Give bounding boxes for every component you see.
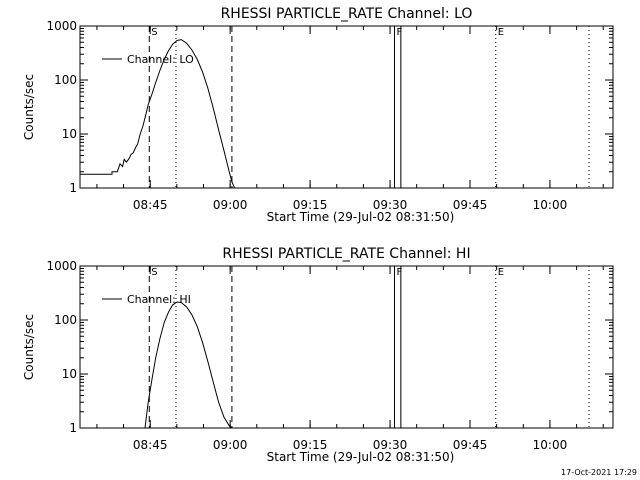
y-tick-label: 1000 — [46, 19, 77, 33]
series-line — [144, 301, 233, 429]
event-marker-label: E — [498, 267, 504, 278]
footer-timestamp: 17-Oct-2021 17:29 — [561, 468, 637, 477]
plot-frame — [79, 25, 614, 189]
chart-title: RHESSI PARTICLE_RATE Channel: HI — [222, 246, 470, 262]
series-line — [80, 39, 236, 189]
event-marker-label: F — [396, 27, 402, 38]
y-tick-label: 100 — [54, 73, 77, 87]
y-tick-label: 1000 — [46, 259, 77, 273]
x-tick-label: 09:00 — [213, 198, 248, 212]
x-tick-label: 09:45 — [453, 438, 488, 452]
y-tick-label: 100 — [54, 313, 77, 327]
x-tick-label: 08:45 — [133, 438, 168, 452]
legend-label: Channel: LO — [127, 53, 194, 66]
x-tick-label: 09:30 — [373, 198, 408, 212]
x-tick-label: 09:00 — [213, 438, 248, 452]
x-tick-label: 09:45 — [453, 198, 488, 212]
x-tick-label: 08:45 — [133, 198, 168, 212]
x-tick-label: 09:15 — [293, 198, 328, 212]
y-tick-label: 10 — [62, 367, 77, 381]
x-axis-label: Start Time (29-Jul-02 08:31:50) — [267, 210, 455, 224]
y-axis-label: Counts/sec — [22, 74, 36, 140]
x-tick-label: 09:30 — [373, 438, 408, 452]
x-tick-label: 10:00 — [533, 198, 568, 212]
event-marker-label: S — [151, 267, 157, 278]
panel-lo: RHESSI PARTICLE_RATE Channel: LO 1 10 100 10… — [22, 6, 614, 224]
y-tick-label: 1 — [69, 181, 77, 195]
event-marker-label: E — [498, 27, 504, 38]
y-tick-label: 1 — [69, 421, 77, 435]
y-tick-label: 10 — [62, 127, 77, 141]
legend-label: Channel: HI — [127, 293, 191, 306]
event-marker-label: F — [396, 267, 402, 278]
chart-title: RHESSI PARTICLE_RATE Channel: LO — [221, 6, 473, 22]
plot-frame — [79, 265, 614, 429]
y-axis-label: Counts/sec — [22, 314, 36, 380]
event-marker-label: S — [151, 27, 157, 38]
x-axis-label: Start Time (29-Jul-02 08:31:50) — [267, 450, 455, 464]
panel-hi: RHESSI PARTICLE_RATE Channel: HI 1 10 100 10… — [22, 246, 614, 464]
x-tick-label: 10:00 — [533, 438, 568, 452]
x-tick-label: 09:15 — [293, 438, 328, 452]
